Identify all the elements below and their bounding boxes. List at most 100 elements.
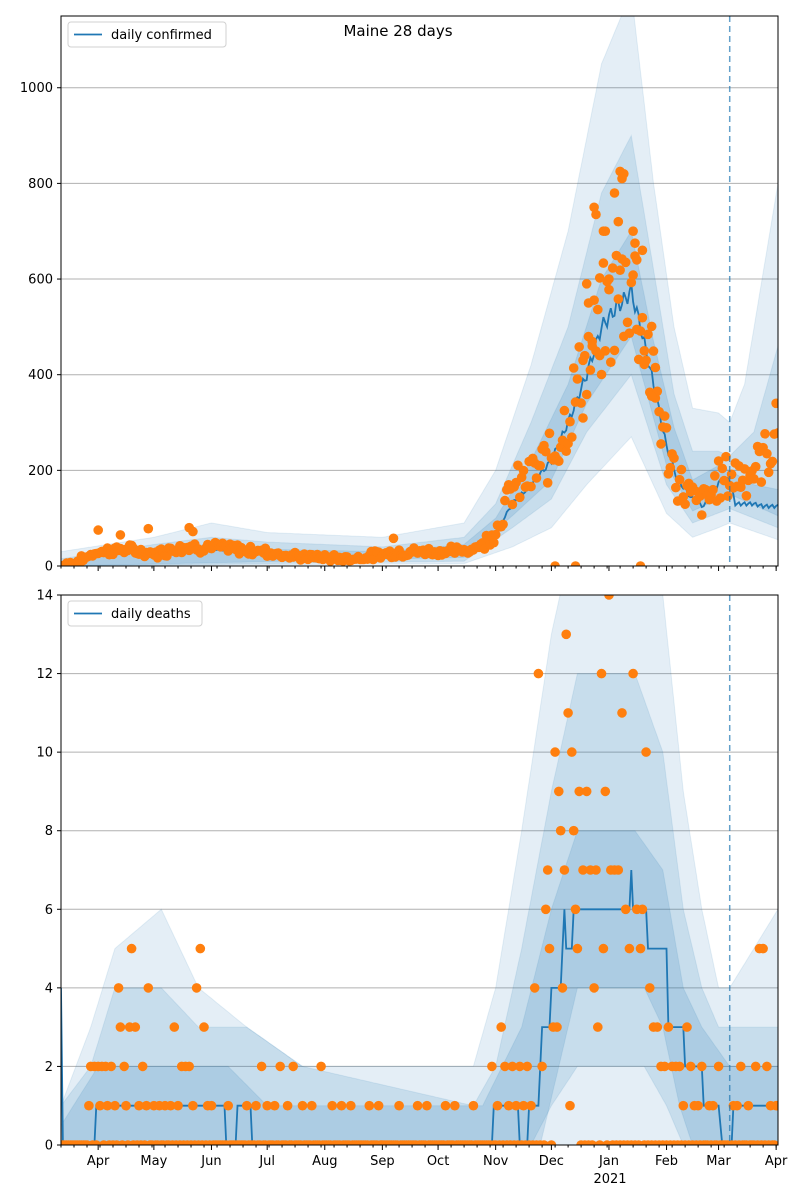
deaths-x-tick-label: Apr [87,1154,110,1169]
confirmed-point [763,467,774,478]
deaths-point [487,1061,497,1072]
confirmed-point [639,346,650,356]
confirmed-point [710,471,720,481]
deaths-point [492,1100,503,1111]
deaths-point [422,1100,432,1111]
deaths-point [697,1061,707,1072]
deaths-point [565,1100,575,1111]
deaths-point [693,1100,703,1111]
deaths-point [682,1022,692,1032]
confirmed-y-tick-label: 400 [28,368,53,383]
confirmed-point [559,405,570,416]
deaths-point [617,708,627,718]
deaths-point [316,1061,326,1072]
confirmed-point [613,294,624,304]
deaths-points [61,595,778,1145]
confirmed-point [695,491,705,502]
confirmed-point [762,448,772,459]
deaths-point [450,1100,460,1111]
confirmed-points [61,166,778,566]
confirmed-y-tick-label: 800 [28,177,53,192]
deaths-axes-frame [60,594,779,1146]
confirmed-point [613,216,624,227]
deaths-y-tick-label: 0 [45,1139,53,1154]
deaths-x-tick-label: May [140,1154,167,1169]
confirmed-point [589,202,599,213]
deaths-point [251,1100,261,1111]
deaths-point [110,1100,120,1111]
confirmed-point [726,469,737,480]
deaths-point [507,1061,518,1072]
confirmed-legend-box [67,21,227,48]
deaths-point [173,1100,183,1111]
deaths-point [641,747,651,757]
deaths-x-tick-label: Dec [539,1154,564,1169]
confirmed-point [542,478,553,488]
deaths-band-0 [61,595,778,1145]
deaths-point [336,1100,347,1111]
deaths-x-tick-label: Jun [200,1154,221,1169]
confirmed-point [637,245,648,256]
confirmed-point [632,255,642,265]
deaths-point [496,1022,507,1032]
confirmed-point [565,416,575,427]
deaths-point [195,943,206,954]
deaths-point [589,983,599,993]
deaths-point [554,786,564,797]
deaths-point [578,865,588,875]
deaths-point [121,1100,131,1111]
confirmed-point [593,304,603,315]
confirmed-point [773,428,778,438]
confirmed-point [671,482,681,493]
confirmed-point [572,374,583,384]
deaths-point [563,708,573,718]
confirmed-point [715,493,726,503]
deaths-point [591,865,601,875]
deaths-y-tick-label: 14 [36,589,53,604]
deaths-point [758,943,768,954]
deaths-point [134,1100,144,1111]
deaths-point [663,1022,674,1032]
confirmed-point [669,453,679,463]
confirmed-point [591,209,601,220]
confirmed-y-tick-label: 600 [28,273,53,288]
confirmed-point [678,492,689,502]
deaths-point [570,904,581,915]
confirmed-point [749,474,759,484]
deaths-point [113,983,124,993]
deaths-point [394,1100,404,1111]
deaths-point [126,943,137,954]
deaths-point [275,1061,286,1072]
deaths-point [568,825,579,836]
deaths-point [533,668,544,679]
confirmed-point [585,365,596,375]
confirmed-point [628,270,638,280]
confirmed-point [646,321,657,332]
confirmed-y-tick-label: 200 [28,464,53,479]
confirmed-point [581,279,592,289]
deaths-point [542,865,553,875]
deaths-point [750,1061,761,1072]
confirmed-point [741,491,752,501]
deaths-point [645,983,655,993]
deaths-point [624,943,635,954]
deaths-x-tick-label: Jul [258,1154,275,1169]
confirmed-point [750,461,761,472]
deaths-point [269,1100,280,1111]
confirmed-point [568,363,579,373]
deaths-point [130,1022,141,1032]
deaths-point [713,1061,724,1072]
deaths-point [544,943,555,954]
deaths-point [567,747,577,757]
confirmed-point [554,456,564,467]
deaths-x-tick-label: Jan [598,1154,619,1169]
deaths-y-tick-label: 10 [36,746,53,761]
confirmed-point [609,345,620,356]
confirmed-point [550,561,560,566]
confirmed-point [659,411,670,421]
deaths-x-tick-label: Apr [765,1154,788,1169]
deaths-point [593,1022,603,1032]
deaths-point [635,943,646,954]
deaths-point [600,786,611,797]
deaths-point [598,943,609,954]
